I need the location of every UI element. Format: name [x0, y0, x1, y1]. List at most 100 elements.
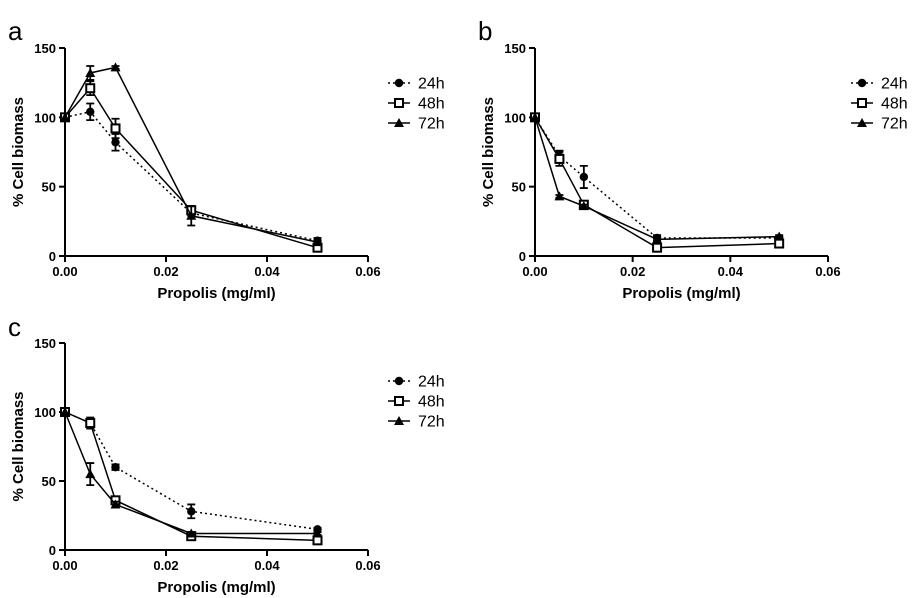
panel-a: a 0.00 0.02 0.04 0.06 0 50 100 150 Propolis (mg/m…	[8, 16, 445, 302]
legend-marker	[857, 118, 867, 127]
series-72h	[60, 407, 323, 538]
legend-entry-24h: 24h	[388, 76, 445, 93]
legend-entry-24h: 24h	[388, 374, 445, 391]
data-point	[60, 407, 70, 416]
data-point	[110, 123, 121, 134]
legend-label: 72h	[418, 116, 445, 133]
legend-entry-48h: 48h	[388, 394, 445, 411]
panel-letter: a	[8, 16, 23, 46]
legend-entry-72h: 72h	[388, 414, 445, 431]
x-tick-label: 0.04	[254, 264, 280, 279]
data-point	[85, 469, 96, 479]
data-point	[578, 201, 589, 211]
legend-label: 24h	[881, 76, 908, 93]
series-line	[534, 117, 780, 241]
data-point	[111, 138, 120, 147]
data-point	[312, 528, 323, 538]
data-point	[60, 112, 70, 122]
data-point	[652, 242, 663, 253]
series-line	[534, 116, 780, 249]
panel-c: c 0.00 0.02 0.04 0.06 0 50 100 150 Propolis (mg/m…	[8, 312, 445, 596]
x-axis-title: Propolis (mg/ml)	[622, 285, 740, 302]
data-point	[530, 112, 540, 122]
y-tick-label: 150	[34, 336, 56, 351]
legend-entry-24h: 24h	[851, 76, 908, 93]
legend-entry-72h: 72h	[388, 116, 445, 133]
y-axis-title: % Cell biomass	[480, 97, 497, 207]
data-point	[774, 231, 785, 241]
legend-marker	[394, 118, 404, 127]
y-tick-label: 100	[504, 110, 526, 125]
data-point	[86, 107, 95, 116]
y-tick-label: 100	[34, 405, 56, 420]
legend-marker	[394, 98, 404, 108]
data-point	[186, 210, 197, 220]
y-axis-title: % Cell biomass	[10, 391, 27, 501]
panel-letter: c	[8, 312, 21, 342]
y-tick-label: 0	[49, 249, 56, 264]
data-point	[85, 418, 96, 429]
series-72h	[530, 112, 785, 244]
y-tick-label: 0	[519, 249, 526, 264]
data-point	[85, 83, 96, 94]
data-point	[579, 172, 589, 182]
y-tick-label: 150	[504, 41, 526, 56]
legend-marker	[394, 376, 404, 386]
y-tick-label: 100	[34, 110, 56, 125]
series-line	[64, 411, 318, 542]
data-point	[85, 67, 96, 77]
x-tick-label: 0.06	[815, 264, 840, 279]
legend-entry-72h: 72h	[851, 116, 908, 133]
series-24h	[60, 407, 322, 534]
data-point	[312, 535, 323, 546]
data-point	[111, 463, 120, 472]
x-tick-label: 0.02	[153, 558, 178, 573]
y-tick-label: 0	[49, 543, 56, 558]
legend-entry-48h: 48h	[388, 96, 445, 113]
data-point	[187, 507, 196, 516]
data-point	[110, 499, 121, 509]
legend-marker	[857, 78, 867, 88]
x-tick-label: 0.04	[718, 264, 744, 279]
data-point	[312, 237, 323, 247]
legend-label: 24h	[418, 374, 445, 391]
panel-letter: b	[478, 16, 492, 46]
x-tick-label: 0.00	[522, 264, 547, 279]
legend-label: 24h	[418, 76, 445, 93]
series-48h	[530, 112, 785, 253]
legend-marker	[394, 396, 404, 406]
data-point	[554, 153, 565, 164]
data-point	[110, 62, 121, 72]
legend-entry-48h: 48h	[851, 96, 908, 113]
legend-label: 48h	[418, 394, 445, 411]
legend-marker	[857, 98, 867, 108]
x-tick-label: 0.04	[254, 558, 280, 573]
data-point	[554, 191, 565, 201]
series-72h	[60, 62, 323, 247]
x-axis-title: Propolis (mg/ml)	[157, 285, 275, 302]
series-line	[534, 116, 780, 239]
y-axis-title: % Cell biomass	[10, 97, 27, 207]
x-tick-label: 0.02	[153, 264, 178, 279]
y-tick-label: 50	[42, 180, 56, 195]
legend-label: 48h	[881, 96, 908, 113]
y-tick-label: 50	[512, 180, 526, 195]
x-axis-title: Propolis (mg/ml)	[157, 579, 275, 596]
data-point	[652, 234, 663, 244]
legend-label: 72h	[418, 414, 445, 431]
panel-b: b 0.00 0.02 0.04 0.06 0 50 100 150 Propolis (mg/m…	[478, 16, 908, 302]
x-tick-label: 0.00	[52, 558, 77, 573]
legend-marker	[394, 78, 404, 88]
y-tick-label: 50	[42, 474, 56, 489]
x-tick-label: 0.02	[620, 264, 645, 279]
legend-label: 48h	[418, 96, 445, 113]
legend-marker	[394, 416, 404, 425]
x-tick-label: 0.00	[52, 264, 77, 279]
series-48h	[60, 407, 323, 546]
data-point	[774, 238, 785, 249]
x-tick-label: 0.06	[355, 558, 380, 573]
y-tick-label: 150	[34, 41, 56, 56]
legend-label: 72h	[881, 116, 908, 133]
x-tick-label: 0.06	[355, 264, 380, 279]
